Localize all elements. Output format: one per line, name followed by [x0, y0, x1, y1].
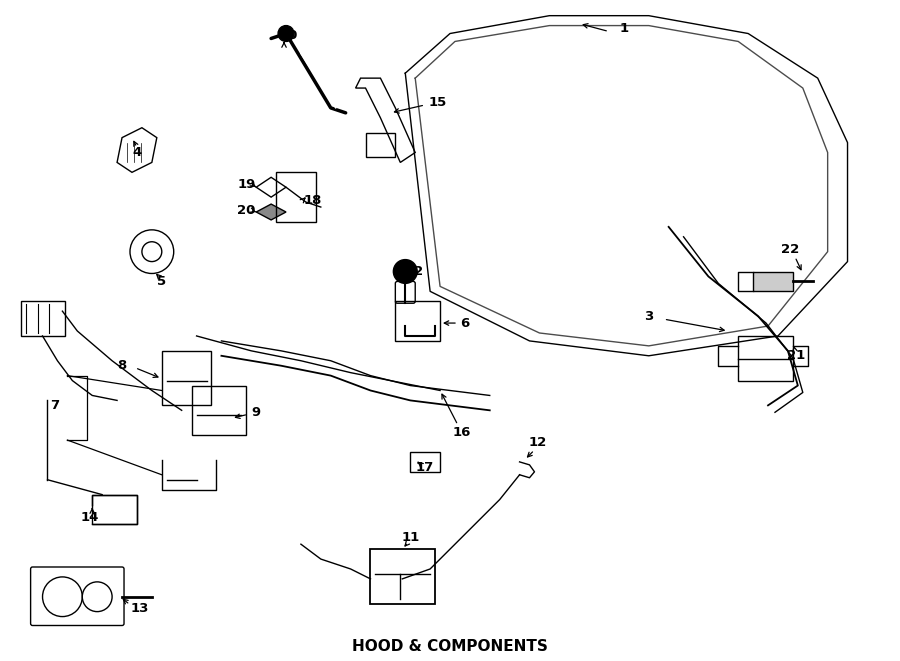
Text: 21: 21: [787, 349, 805, 362]
Text: 8: 8: [117, 359, 127, 372]
Bar: [276, 173, 316, 222]
Text: HOOD & COMPONENTS: HOOD & COMPONENTS: [352, 639, 548, 654]
Bar: [738, 336, 793, 381]
Text: 1: 1: [619, 22, 628, 35]
Text: 4: 4: [132, 146, 141, 159]
Bar: [365, 133, 395, 157]
Bar: [753, 272, 793, 292]
Text: 3: 3: [644, 309, 653, 323]
Text: 6: 6: [460, 317, 470, 330]
Text: 17: 17: [416, 461, 435, 475]
Bar: [192, 385, 247, 435]
Circle shape: [393, 260, 418, 284]
Text: 15: 15: [429, 97, 447, 110]
Text: 10: 10: [280, 29, 298, 42]
Bar: [371, 549, 435, 603]
Bar: [21, 301, 66, 336]
Text: 5: 5: [158, 275, 166, 288]
Text: 16: 16: [453, 426, 471, 439]
Text: 9: 9: [252, 406, 261, 419]
Text: 13: 13: [130, 602, 149, 615]
Text: 2: 2: [414, 265, 423, 278]
Bar: [162, 351, 212, 405]
Text: 19: 19: [237, 178, 256, 191]
Text: 18: 18: [303, 194, 322, 207]
Polygon shape: [256, 204, 286, 220]
Text: 22: 22: [781, 243, 799, 256]
Text: 7: 7: [50, 399, 59, 412]
Bar: [92, 494, 137, 524]
Bar: [410, 452, 440, 472]
Text: 20: 20: [237, 204, 256, 217]
Circle shape: [278, 26, 294, 42]
Text: 11: 11: [401, 531, 419, 544]
Bar: [395, 301, 440, 341]
Text: 12: 12: [528, 436, 546, 449]
Text: 14: 14: [81, 511, 99, 524]
